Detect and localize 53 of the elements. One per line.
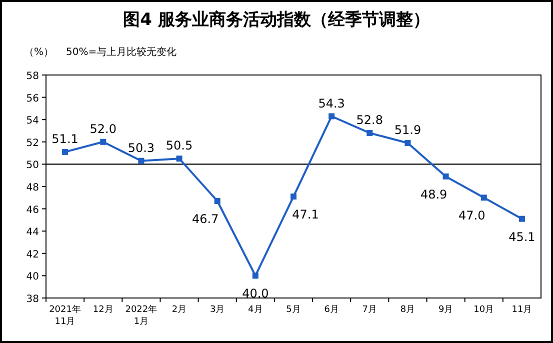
y-tick-label: 38	[26, 294, 39, 305]
text: 52.8	[356, 112, 384, 127]
y-tick-label: 46	[26, 204, 39, 216]
y-tick-label: 44	[26, 227, 39, 238]
text: 54.3	[318, 96, 345, 110]
point	[214, 198, 220, 204]
y-tick-label: 54	[26, 116, 39, 127]
text: 48.9	[420, 187, 448, 202]
point	[100, 138, 106, 145]
chart-title: 图4 服务业商务活动指数（经季节调整）	[123, 10, 430, 30]
x-tick-label: 2月	[172, 305, 187, 315]
text: 47.1	[292, 208, 319, 222]
point	[404, 140, 411, 146]
point	[252, 272, 258, 279]
y-tick-label: 52	[26, 138, 39, 149]
text: 51.1	[52, 132, 78, 146]
x-tick-label: 10月	[474, 305, 494, 315]
text: 52.0	[90, 122, 116, 136]
text: 47.0	[458, 208, 486, 223]
point	[328, 113, 335, 120]
x-tick-label: 4月	[248, 305, 263, 315]
x-tick-label: 8月	[400, 305, 416, 315]
text: 46.7	[192, 212, 219, 226]
text: 50.5	[166, 138, 193, 153]
point	[480, 194, 487, 201]
text: 50%=与上月比较无变化	[66, 46, 177, 58]
x-tick-label: 12月	[92, 305, 114, 315]
x-tick-label: 6月	[324, 305, 339, 315]
text: 51.9	[394, 123, 422, 138]
x-tick-label: 2022年 1月	[125, 304, 158, 327]
point	[290, 194, 296, 200]
x-tick-label: 5月	[286, 305, 301, 315]
text: 40.0	[242, 286, 269, 301]
text: 50.3	[128, 140, 155, 155]
y-axis-title: （%）	[24, 47, 54, 58]
text: 45.1	[508, 230, 536, 244]
point	[518, 216, 525, 222]
y-tick-label: 42	[26, 249, 39, 260]
y-tick-label: 40	[26, 272, 39, 283]
point	[442, 173, 449, 180]
y-tick-label: 56	[26, 93, 39, 104]
x-tick-label: 7月	[362, 305, 378, 315]
point	[138, 158, 144, 164]
point	[176, 156, 182, 162]
y-tick-label: 50	[26, 160, 39, 172]
point	[366, 130, 373, 136]
x-tick-label: 2021年 11月	[49, 304, 81, 327]
x-tick-label: 3月	[210, 305, 225, 315]
point	[62, 148, 68, 155]
x-tick-label: 11月	[512, 305, 532, 315]
x-tick-label: 9月	[438, 305, 454, 315]
y-tick-label: 58	[26, 71, 39, 82]
y-tick-label: 48	[26, 182, 39, 194]
